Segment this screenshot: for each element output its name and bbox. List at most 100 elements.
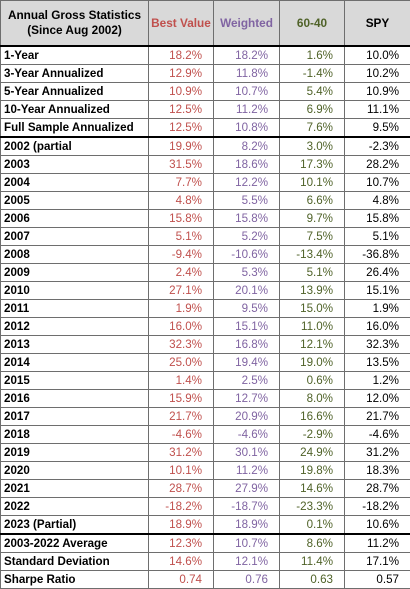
cell-best-value: 14.6% [149, 553, 214, 571]
cell-sixty-forty: 6.9% [280, 101, 345, 119]
cell-sixty-forty: 0.6% [280, 372, 345, 390]
row-label: 2011 [1, 300, 149, 318]
cell-sixty-forty: 13.9% [280, 282, 345, 300]
cell-sixty-forty: 5.1% [280, 264, 345, 282]
header-row: Annual Gross Statistics (Since Aug 2002)… [1, 1, 410, 47]
cell-weighted: 5.5% [214, 192, 280, 210]
cell-spy: 15.1% [345, 282, 410, 300]
cell-spy: 28.2% [345, 156, 410, 174]
cell-weighted: 11.2% [214, 101, 280, 119]
header-label: Annual Gross Statistics (Since Aug 2002) [1, 1, 149, 47]
row-label: 2002 (partial [1, 137, 149, 156]
cell-sixty-forty: 8.0% [280, 390, 345, 408]
cell-spy: 11.2% [345, 534, 410, 553]
row-label: 2005 [1, 192, 149, 210]
row-label: 2003 [1, 156, 149, 174]
row-label: 2013 [1, 336, 149, 354]
row-label: Sharpe Ratio [1, 571, 149, 589]
cell-best-value: 12.3% [149, 534, 214, 553]
cell-weighted: 15.8% [214, 210, 280, 228]
cell-sixty-forty: -13.4% [280, 246, 345, 264]
row-label: Standard Deviation [1, 553, 149, 571]
row-label: 3-Year Annualized [1, 65, 149, 83]
row-label: 2022 [1, 498, 149, 516]
row-label: 2004 [1, 174, 149, 192]
cell-best-value: 31.5% [149, 156, 214, 174]
cell-spy: 10.9% [345, 83, 410, 101]
cell-sixty-forty: -2.9% [280, 426, 345, 444]
cell-spy: 15.8% [345, 210, 410, 228]
cell-best-value: 15.9% [149, 390, 214, 408]
cell-best-value: 19.9% [149, 137, 214, 156]
cell-spy: 10.2% [345, 65, 410, 83]
cell-best-value: 12.5% [149, 101, 214, 119]
cell-sixty-forty: -1.4% [280, 65, 345, 83]
cell-weighted: 20.1% [214, 282, 280, 300]
cell-spy: 16.0% [345, 318, 410, 336]
cell-spy: -36.8% [345, 246, 410, 264]
cell-weighted: 12.7% [214, 390, 280, 408]
cell-best-value: 25.0% [149, 354, 214, 372]
cell-spy: 26.4% [345, 264, 410, 282]
cell-sixty-forty: 12.1% [280, 336, 345, 354]
row-label: 2003-2022 Average [1, 534, 149, 553]
cell-best-value: 21.7% [149, 408, 214, 426]
cell-best-value: 1.4% [149, 372, 214, 390]
row-label: Full Sample Annualized [1, 119, 149, 138]
cell-spy: -2.3% [345, 137, 410, 156]
cell-sixty-forty: 11.0% [280, 318, 345, 336]
cell-best-value: 15.8% [149, 210, 214, 228]
row-label: 2016 [1, 390, 149, 408]
cell-best-value: 2.4% [149, 264, 214, 282]
cell-spy: 1.2% [345, 372, 410, 390]
cell-weighted: 9.5% [214, 300, 280, 318]
cell-weighted: 10.8% [214, 119, 280, 138]
cell-sixty-forty: 15.0% [280, 300, 345, 318]
cell-weighted: 18.6% [214, 156, 280, 174]
cell-best-value: 32.3% [149, 336, 214, 354]
cell-spy: 12.0% [345, 390, 410, 408]
cell-weighted: 19.4% [214, 354, 280, 372]
row-label: 1-Year [1, 46, 149, 65]
cell-weighted: -4.6% [214, 426, 280, 444]
cell-weighted: 12.2% [214, 174, 280, 192]
row-label: 2007 [1, 228, 149, 246]
cell-spy: 28.7% [345, 480, 410, 498]
header-best-value: Best Value [149, 1, 214, 47]
row-label: 2008 [1, 246, 149, 264]
cell-best-value: 10.1% [149, 462, 214, 480]
cell-weighted: 11.2% [214, 462, 280, 480]
cell-weighted: 27.9% [214, 480, 280, 498]
cell-sixty-forty: 0.63 [280, 571, 345, 589]
cell-best-value: 10.9% [149, 83, 214, 101]
cell-spy: 17.1% [345, 553, 410, 571]
cell-best-value: 7.7% [149, 174, 214, 192]
row-label: 2014 [1, 354, 149, 372]
cell-sixty-forty: 7.5% [280, 228, 345, 246]
cell-spy: 10.7% [345, 174, 410, 192]
cell-best-value: 18.2% [149, 46, 214, 65]
cell-spy: 18.3% [345, 462, 410, 480]
row-label: 5-Year Annualized [1, 83, 149, 101]
row-label: 2017 [1, 408, 149, 426]
